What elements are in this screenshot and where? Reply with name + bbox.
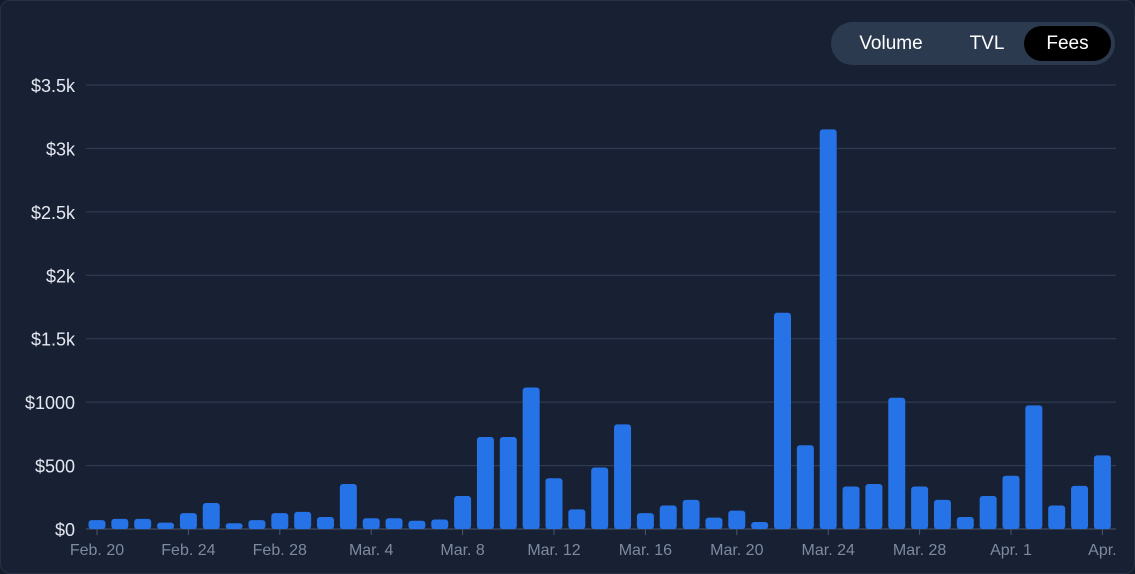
y-tick-label: $1000 xyxy=(25,393,75,413)
bar xyxy=(339,483,357,529)
bar xyxy=(842,486,860,529)
metric-toggle: Volume TVL Fees xyxy=(831,22,1115,65)
bar xyxy=(1093,455,1111,529)
bar xyxy=(636,513,654,529)
bar xyxy=(682,499,700,529)
bar xyxy=(454,496,472,529)
x-tick-label: Feb. 28 xyxy=(253,542,307,559)
bar xyxy=(956,516,974,529)
y-tick-label: $0 xyxy=(55,520,75,540)
bar xyxy=(1071,485,1089,529)
y-tick-label: $2.5k xyxy=(31,203,76,223)
x-tick-label: Apr. xyxy=(1088,542,1116,559)
y-tick-label: $1.5k xyxy=(31,330,76,350)
bar xyxy=(545,478,563,529)
bar xyxy=(408,520,426,529)
bar xyxy=(431,519,449,529)
bar xyxy=(751,522,769,529)
x-tick-label: Mar. 12 xyxy=(527,542,580,559)
x-tick-label: Mar. 16 xyxy=(619,542,672,559)
bar xyxy=(499,437,517,529)
bar xyxy=(134,518,152,529)
bar xyxy=(1048,505,1066,529)
tab-fees[interactable]: Fees xyxy=(1024,26,1111,61)
bar xyxy=(728,510,746,529)
bar xyxy=(88,520,106,529)
bar xyxy=(705,517,723,529)
bar xyxy=(911,486,929,529)
x-tick-label: Mar. 20 xyxy=(710,542,763,559)
bar xyxy=(362,518,380,529)
y-tick-label: $2k xyxy=(46,266,76,286)
bar xyxy=(225,523,243,529)
bar xyxy=(933,499,951,529)
bar xyxy=(522,387,540,529)
y-tick-label: $3.5k xyxy=(31,76,76,96)
x-tick-label: Feb. 24 xyxy=(161,542,215,559)
bar xyxy=(271,513,289,529)
bar xyxy=(202,502,220,529)
bar xyxy=(614,424,632,529)
bar xyxy=(1025,405,1043,529)
y-tick-label: $3k xyxy=(46,139,76,159)
tab-volume[interactable]: Volume xyxy=(837,26,945,61)
bar xyxy=(888,397,906,529)
bar xyxy=(979,496,997,529)
bar xyxy=(111,518,129,529)
y-tick-label: $500 xyxy=(35,457,75,477)
bar xyxy=(796,445,814,529)
bar xyxy=(774,312,791,529)
bar xyxy=(385,518,403,529)
bar xyxy=(1002,475,1020,529)
x-tick-label: Apr. 1 xyxy=(990,542,1032,559)
bar xyxy=(659,505,677,529)
bar xyxy=(179,513,197,529)
bar xyxy=(591,467,609,529)
x-tick-label: Mar. 4 xyxy=(349,542,394,559)
x-tick-label: Feb. 20 xyxy=(70,542,124,559)
bar xyxy=(819,129,837,529)
bar xyxy=(568,509,586,529)
x-tick-label: Mar. 28 xyxy=(893,542,946,559)
x-tick-label: Mar. 8 xyxy=(440,542,485,559)
bar xyxy=(865,483,883,529)
bar xyxy=(294,511,312,529)
bar xyxy=(157,522,175,529)
bar xyxy=(476,437,494,529)
x-tick-label: Mar. 24 xyxy=(802,542,855,559)
tab-tvl[interactable]: TVL xyxy=(953,26,1021,61)
bar xyxy=(248,520,266,529)
bar xyxy=(317,516,334,529)
